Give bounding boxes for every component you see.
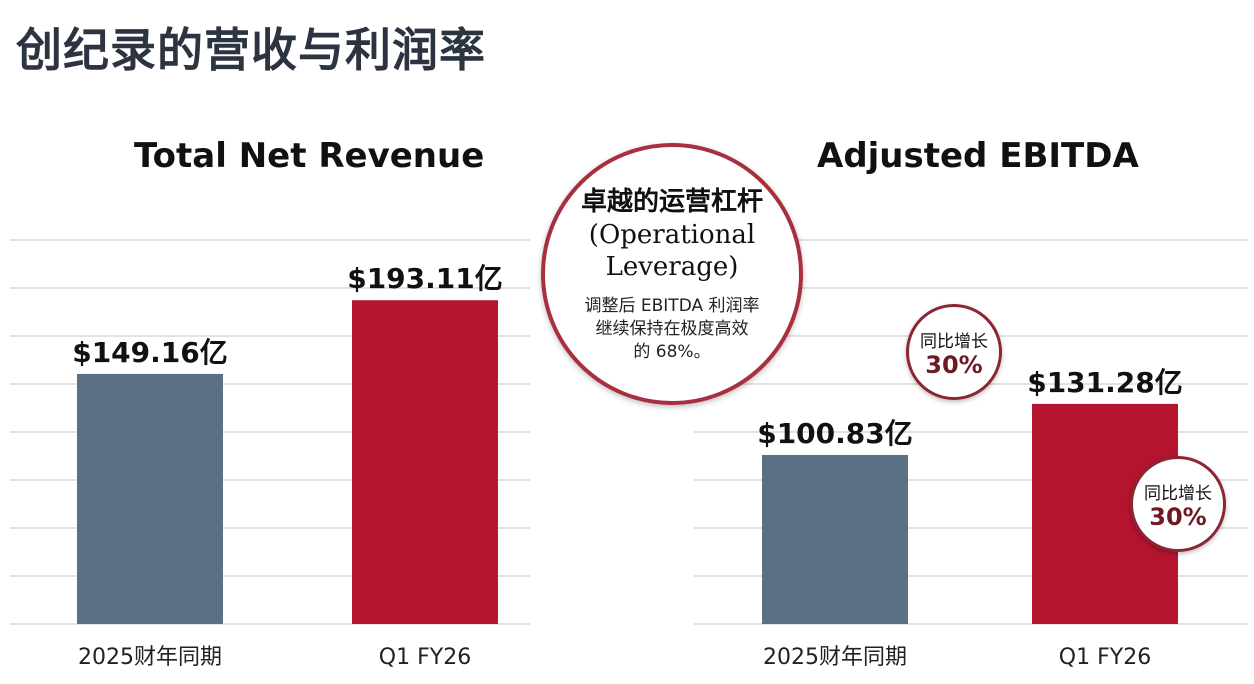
x-tick-label: 2025财年同期 xyxy=(78,645,222,670)
bar-value-label: $131.28亿 xyxy=(1027,366,1183,399)
revenue-chart-title: Total Net Revenue xyxy=(134,136,485,176)
ebitda-chart-title: Adjusted EBITDA xyxy=(817,136,1139,176)
badge-label: 同比增长 xyxy=(1144,484,1212,504)
badge-value: 30% xyxy=(925,351,983,379)
revenue-chart: $149.16亿 2025财年同期 $193.11亿 Q1 FY26 xyxy=(10,239,530,670)
bar-prior-year xyxy=(77,373,223,624)
yoy-growth-badge-bottom: 同比增长 30% xyxy=(1130,456,1226,552)
x-tick-label: Q1 FY26 xyxy=(379,645,471,670)
callout-body-line-1: 调整后 EBITDA 利润率 xyxy=(584,296,760,316)
page-title: 创纪录的营收与利润率 xyxy=(16,23,486,77)
callout-english-title: (Operational Leverage) xyxy=(545,219,799,283)
callout-english-line-2: Leverage) xyxy=(605,252,739,282)
bar-value-label: $149.16亿 xyxy=(72,336,228,369)
bar-q1-fy26 xyxy=(352,300,498,624)
callout-heading: 卓越的运营杠杆 xyxy=(580,187,763,217)
operational-leverage-callout: 卓越的运营杠杆 (Operational Leverage) 调整后 EBITD… xyxy=(541,143,803,405)
bar-value-label: $100.83亿 xyxy=(757,417,913,450)
callout-body-line-3: 的 68%。 xyxy=(633,342,711,362)
yoy-growth-badge-top: 同比增长 30% xyxy=(906,304,1002,400)
bar-prior-year xyxy=(762,454,908,624)
x-tick-label: 2025财年同期 xyxy=(763,645,907,670)
callout-english-line-1: (Operational xyxy=(588,220,756,250)
badge-value: 30% xyxy=(1149,503,1207,531)
callout-body-line-2: 继续保持在极度高效 xyxy=(595,319,749,339)
bar-value-label: $193.11亿 xyxy=(347,262,503,295)
badge-label: 同比增长 xyxy=(920,332,988,352)
x-tick-label: Q1 FY26 xyxy=(1059,645,1151,670)
callout-body: 调整后 EBITDA 利润率 继续保持在极度高效 的 68%。 xyxy=(567,295,777,364)
